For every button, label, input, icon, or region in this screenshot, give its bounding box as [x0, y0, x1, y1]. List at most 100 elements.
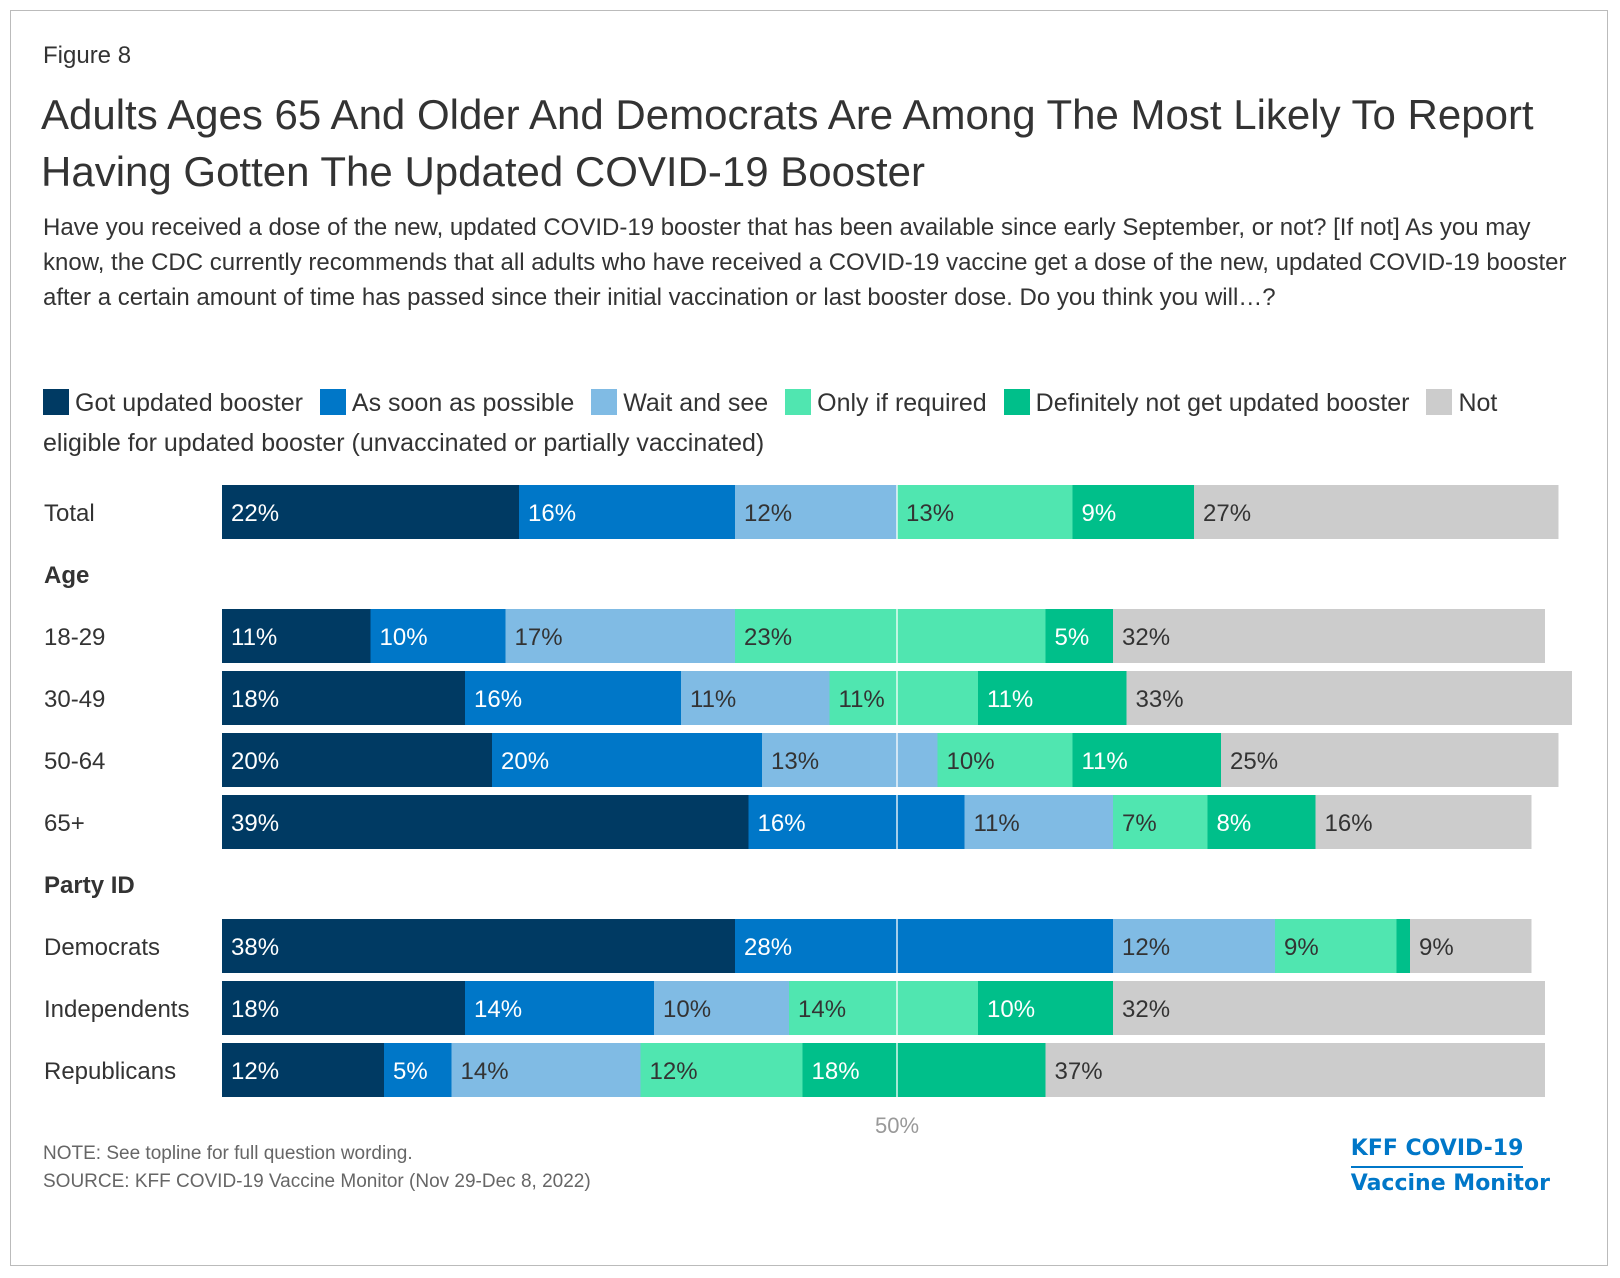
bar-segment — [222, 671, 465, 725]
bar-value-label: 12% — [650, 1058, 698, 1085]
bar-segment — [1194, 485, 1559, 539]
bar-segment — [1113, 981, 1545, 1035]
bar-segment — [1113, 919, 1275, 973]
row-label: 65+ — [44, 810, 85, 837]
bar-value-label: 14% — [798, 996, 846, 1023]
bar-segment — [1126, 671, 1572, 725]
legend-swatch — [1426, 389, 1453, 415]
bar-value-label: 11% — [690, 686, 736, 713]
bar-segment — [735, 919, 1113, 973]
bar-value-label: 16% — [758, 810, 806, 837]
bar-value-label: 10% — [380, 624, 428, 651]
bar-value-label: 12% — [1122, 934, 1170, 961]
bar-segment — [1045, 609, 1113, 663]
logo-line2: Vaccine Monitor — [1350, 1171, 1550, 1196]
bar-segment — [1045, 1043, 1545, 1097]
source-text: SOURCE: KFF COVID-19 Vaccine Monitor (No… — [43, 1171, 591, 1192]
row-label: Democrats — [44, 934, 160, 961]
bar-value-label: 9% — [1284, 934, 1319, 961]
legend-item-not-eligible: Not eligible for updated booster (unvacc… — [43, 389, 1497, 457]
bar-value-label: 14% — [474, 996, 522, 1023]
reference-line-label: 50% — [875, 1113, 919, 1138]
bar-value-label: 32% — [1122, 996, 1170, 1023]
bar-segment — [519, 485, 735, 539]
legend-item-only-if-required: Only if required — [785, 389, 987, 417]
group-heading: Age — [44, 562, 89, 589]
bar-segment — [1113, 795, 1208, 849]
bar-segment — [1221, 733, 1559, 787]
bar-value-label: 33% — [1136, 686, 1184, 713]
bar-value-label: 5% — [1055, 624, 1090, 651]
row-label: Total — [44, 500, 95, 527]
bar-segment — [222, 919, 735, 973]
bar-segment — [1113, 609, 1545, 663]
bar-value-label: 13% — [771, 748, 819, 775]
bar-segment — [762, 733, 938, 787]
legend-label: Only if required — [817, 389, 987, 417]
bar-value-label: 8% — [1217, 810, 1252, 837]
bar-segment — [802, 1043, 1046, 1097]
bar-segment — [370, 609, 506, 663]
bar-segment — [1410, 919, 1532, 973]
bar-value-label: 9% — [1419, 934, 1454, 961]
bar-value-label: 11% — [1082, 748, 1128, 775]
row-label: Independents — [44, 996, 189, 1023]
bar-segment — [222, 1043, 384, 1097]
bar-value-label: 18% — [231, 996, 279, 1023]
legend-swatch — [591, 389, 618, 415]
bar-segment — [640, 1043, 803, 1097]
bar-segment — [222, 733, 492, 787]
bar-value-label: 20% — [501, 748, 549, 775]
bar-segment — [978, 981, 1113, 1035]
legend-label: Wait and see — [623, 389, 769, 417]
bar-segment — [937, 733, 1073, 787]
bar-value-label: 28% — [744, 934, 792, 961]
bar-segment — [222, 485, 519, 539]
bar-segment — [654, 981, 789, 1035]
bar-segment — [384, 1043, 452, 1097]
kff-logo: KFF COVID-19 Vaccine Monitor — [1350, 1133, 1550, 1200]
bar-value-label: 9% — [1082, 500, 1117, 527]
bar-value-label: 11% — [974, 810, 1020, 837]
bar-value-label: 5% — [393, 1058, 428, 1085]
figure-label: Figure 8 — [43, 42, 132, 69]
legend-item-definitely-not: Definitely not get updated booster — [1003, 389, 1410, 417]
bar-value-label: 14% — [461, 1058, 509, 1085]
bar-value-label: 37% — [1055, 1058, 1103, 1085]
bars — [222, 485, 1572, 1097]
bar-segment — [1072, 733, 1221, 787]
bar-segment — [897, 485, 1073, 539]
chart-subtitle: Have you received a dose of the new, upd… — [43, 214, 1567, 311]
bar-value-label: 7% — [1122, 810, 1157, 837]
bar-labels: 22% 16% 12% 13% 9% 27% 11% 10% 17% 23% 5% 32% 18% 16%… — [231, 500, 1454, 1085]
bar-value-label: 16% — [474, 686, 522, 713]
bar-value-label: 12% — [744, 500, 792, 527]
bar-segment — [492, 733, 762, 787]
bar-value-label: 12% — [231, 1058, 279, 1085]
bar-segment — [1207, 795, 1316, 849]
bar-segment — [222, 981, 465, 1035]
bar-value-label: 22% — [231, 500, 279, 527]
legend-swatch — [1003, 389, 1030, 415]
bar-value-label: 39% — [231, 810, 279, 837]
bar-segment — [222, 609, 371, 663]
legend: Got updated booster As soon as possible … — [43, 383, 1543, 463]
bar-value-label: 20% — [231, 748, 279, 775]
bar-value-label: 17% — [515, 624, 563, 651]
bar-value-label: 11% — [231, 624, 277, 651]
legend-item-got-updated-booster: Got updated booster — [43, 389, 303, 417]
bar-segment — [964, 795, 1113, 849]
legend-swatch — [785, 389, 812, 415]
logo-line1: KFF COVID-19 — [1350, 1133, 1524, 1168]
bar-value-label: 18% — [231, 686, 279, 713]
bar-value-label: 38% — [231, 934, 279, 961]
bar-value-label: 10% — [987, 996, 1035, 1023]
bar-segment — [1275, 919, 1397, 973]
bar-segment — [451, 1043, 641, 1097]
bar-segment — [1396, 919, 1410, 973]
group-heading: Party ID — [44, 872, 135, 899]
legend-swatch — [43, 389, 69, 415]
bar-segment — [735, 609, 1046, 663]
bar-value-label: 23% — [744, 624, 792, 651]
